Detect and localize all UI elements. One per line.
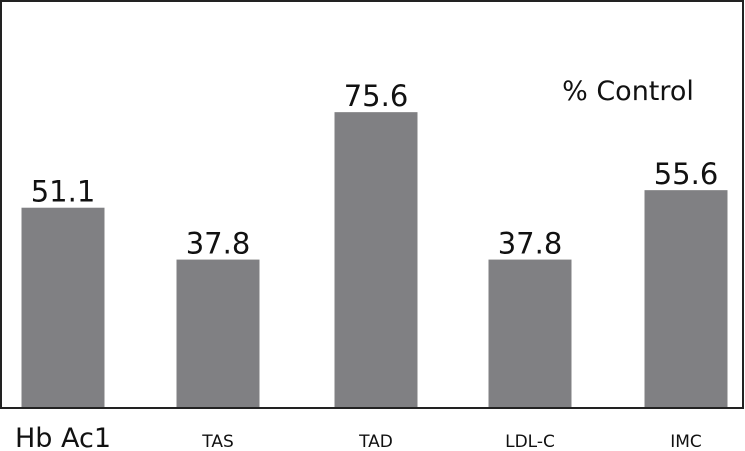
- x-tick-label: TAD: [358, 432, 393, 451]
- value-label: 55.6: [654, 157, 719, 191]
- bar: [21, 207, 105, 407]
- bar: [176, 259, 260, 407]
- value-label: 75.6: [344, 79, 409, 113]
- annotation: % Control: [562, 76, 694, 107]
- x-tick-label: Hb Ac1: [15, 423, 111, 451]
- x-tick-label: IMC: [670, 432, 702, 451]
- value-label: 37.8: [186, 227, 251, 261]
- x-tick-label: TAS: [201, 432, 234, 451]
- value-label: 37.8: [498, 227, 563, 261]
- bar: [488, 259, 572, 407]
- bar: [334, 112, 418, 407]
- plot-frame: [0, 0, 744, 409]
- x-tick-label: LDL-C: [505, 432, 555, 451]
- value-label: 51.1: [31, 175, 96, 209]
- bar: [644, 190, 728, 407]
